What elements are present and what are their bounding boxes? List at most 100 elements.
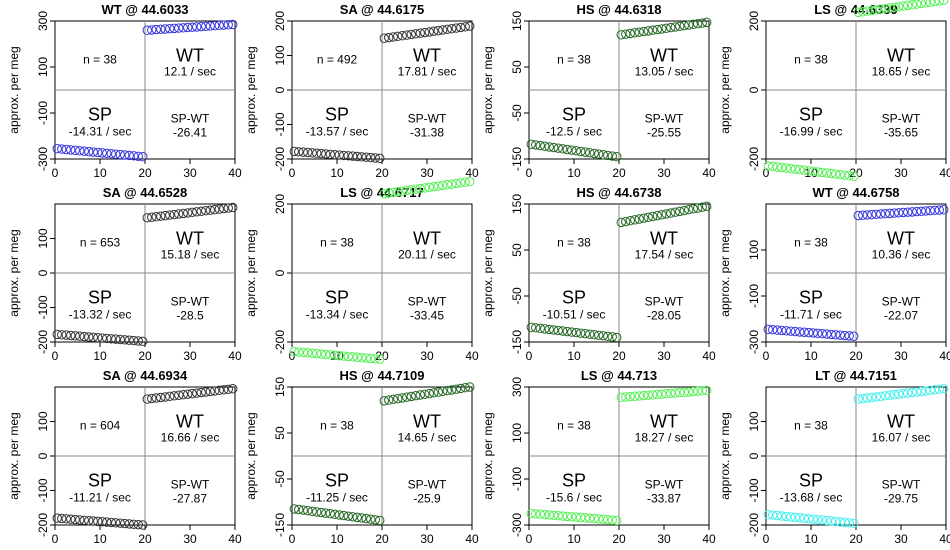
- x-tick-label: 30: [420, 532, 434, 546]
- chart-panel: LS @ 44.6339 -200 0 200 0 10 20 30 40 approx. per…: [711, 0, 950, 183]
- wt-label: WT: [887, 46, 915, 66]
- sp-data-point: [558, 326, 568, 336]
- sp-data-point: [334, 150, 344, 160]
- x-tick-label: 0: [289, 532, 296, 546]
- sp-data-point: [598, 514, 608, 525]
- sp-data-point: [129, 519, 139, 529]
- sp-data-point: [343, 151, 353, 161]
- wt-rate: 15.18 / sec: [161, 248, 220, 262]
- wt-data-point: [433, 181, 443, 191]
- wt-data-point: [460, 177, 470, 187]
- wt-data-point: [907, 207, 917, 217]
- wt-data-point: [397, 393, 407, 403]
- sp-data-point: [321, 349, 331, 360]
- sp-data-point: [357, 352, 367, 363]
- sp-data-point: [571, 146, 581, 156]
- sp-data-point: [790, 164, 800, 174]
- x-tick-label: 10: [93, 532, 107, 546]
- wt-data-point: [223, 20, 233, 30]
- sp-data-point: [375, 153, 385, 164]
- y-axis-label: approx. per meg: [244, 229, 258, 316]
- wt-data-point: [388, 187, 398, 198]
- sp-data-point: [553, 325, 563, 336]
- wt-rate: 16.66 / sec: [161, 431, 220, 445]
- wt-label: WT: [176, 46, 204, 66]
- sp-data-point: [531, 509, 541, 519]
- y-tick-label: -200: [273, 147, 287, 171]
- wt-data-point: [925, 0, 935, 7]
- wt-data-point: [384, 188, 394, 198]
- wt-data-point: [885, 390, 895, 400]
- sp-data-point: [576, 328, 586, 338]
- wt-data-point: [460, 383, 470, 393]
- wt-data-point: [160, 392, 170, 402]
- wt-data-point: [939, 205, 949, 215]
- wt-data-point: [894, 208, 904, 218]
- y-tick-label: -100: [36, 478, 50, 502]
- wt-data-point: [702, 17, 712, 28]
- y-tick-label: 150: [510, 11, 524, 31]
- y-tick-label: 100: [36, 411, 50, 431]
- chart-panel: HS @ 44.6318 -150 -50 50 150 0 10 20 30 40 approx.…: [474, 0, 716, 183]
- y-axis-label: approx. per meg: [718, 46, 732, 133]
- x-tick-label: 0: [763, 166, 770, 180]
- wt-data-point: [916, 386, 926, 397]
- wt-data-point: [147, 212, 157, 222]
- wt-rate: 20.11 / sec: [398, 248, 456, 262]
- wt-label: WT: [413, 46, 441, 66]
- sp-data-point: [835, 169, 845, 180]
- n-count-label: n = 653: [80, 236, 121, 250]
- sp-data-point: [334, 350, 344, 361]
- wt-rate: 12.1 / sec: [164, 65, 216, 79]
- sp-data-point: [817, 515, 827, 525]
- sp-label: SP: [325, 105, 349, 125]
- y-tick-label: -150: [273, 513, 287, 537]
- wt-data-point: [169, 209, 179, 220]
- sp-data-point: [61, 514, 71, 524]
- sp-data-point: [817, 167, 827, 178]
- y-tick-label: 0: [36, 269, 50, 276]
- wt-data-point: [648, 25, 658, 35]
- sp-rate: -11.25 / sec: [306, 491, 368, 505]
- wt-data-point: [192, 22, 202, 32]
- sp-data-point: [348, 512, 358, 522]
- wt-data-point: [858, 7, 868, 17]
- sp-data-point: [822, 329, 832, 339]
- wt-data-point: [889, 208, 899, 218]
- x-tick-label: 20: [375, 166, 389, 180]
- wt-data-point: [862, 210, 872, 220]
- sp-data-point: [799, 513, 809, 523]
- sp-data-point: [294, 147, 304, 157]
- sp-data-point: [549, 142, 559, 153]
- sp-data-point: [289, 146, 299, 157]
- y-tick-label: -200: [273, 330, 287, 354]
- sp-data-point: [535, 323, 545, 334]
- x-tick-label: 30: [657, 349, 671, 363]
- wt-data-point: [379, 33, 389, 43]
- wt-data-point: [925, 385, 935, 396]
- x-tick-label: 20: [375, 532, 389, 546]
- wt-data-point: [415, 28, 425, 38]
- sp-data-point: [835, 517, 845, 527]
- wt-data-point: [411, 391, 421, 401]
- wt-data-point: [169, 391, 179, 401]
- x-tick-label: 40: [939, 349, 950, 363]
- x-tick-label: 10: [567, 532, 581, 546]
- wt-data-point: [147, 25, 157, 35]
- sp-data-point: [849, 518, 859, 528]
- wt-data-point: [456, 178, 466, 188]
- wt-data-point: [903, 207, 913, 217]
- sp-data-point: [826, 329, 836, 340]
- sp-rate: -16.99 / sec: [780, 125, 843, 139]
- y-axis-label: approx. per meg: [481, 46, 495, 133]
- sp-wt-value: -27.87: [173, 492, 207, 506]
- y-tick-label: -200: [747, 513, 761, 537]
- wt-data-point: [201, 387, 211, 397]
- sp-data-point: [831, 516, 841, 527]
- sp-data-point: [343, 511, 353, 521]
- wt-data-point: [871, 392, 881, 402]
- wt-label: WT: [176, 412, 204, 432]
- sp-data-point: [607, 515, 617, 525]
